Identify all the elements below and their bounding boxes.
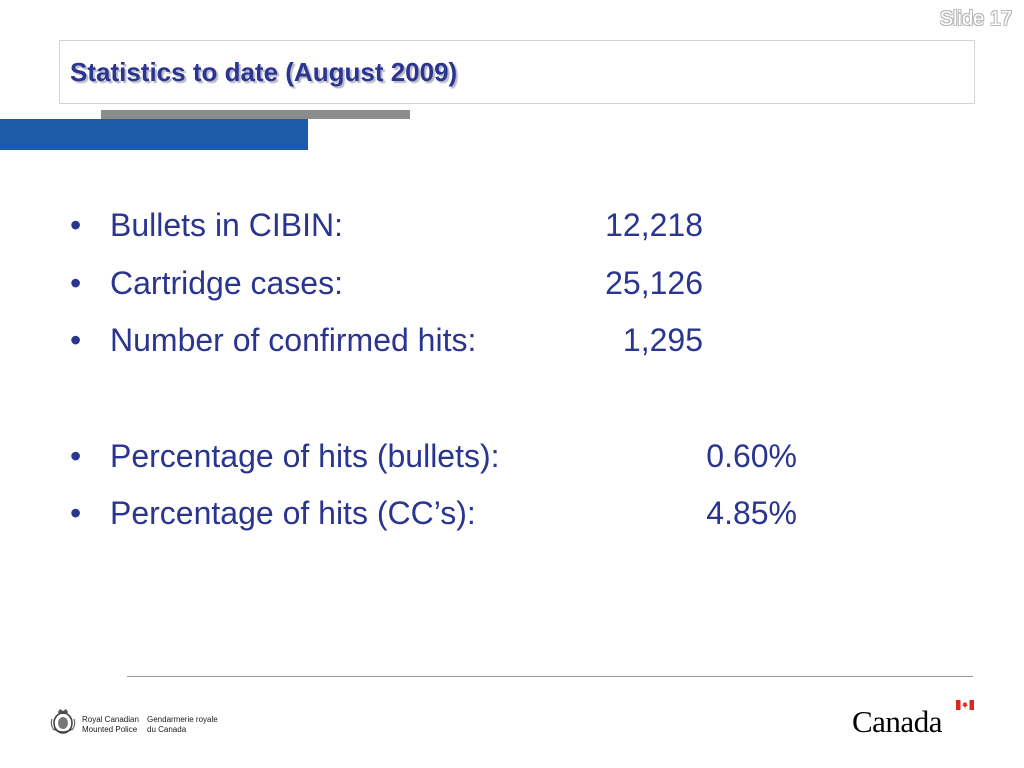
bullet-marker: • [70,495,82,531]
canada-flag-icon [956,700,974,710]
bullet-item: • Percentage of hits (CC’s): 4.85% [70,495,970,535]
slide-title: Statistics to date (August 2009) [70,57,458,87]
bullet-value: 4.85% [706,495,797,531]
slide-number: Slide 17 [939,8,1012,30]
bullet-item: • Cartridge cases: 25,126 [70,265,970,305]
bullet-marker: • [70,438,82,474]
bullet-value: 25,126 [605,265,703,301]
rcmp-name-french: Gendarmerie royale du Canada [147,715,218,735]
rcmp-name-english: Royal Canadian Mounted Police [82,715,139,735]
rcmp-fr-line: du Canada [147,725,187,734]
rcmp-signature: Royal Canadian Mounted Police Gendarmeri… [50,707,250,737]
accent-bar-gray [101,110,410,119]
bullet-label: Cartridge cases: [110,265,343,301]
bullet-marker: • [70,207,82,243]
bullet-value: 12,218 [605,207,703,243]
bullet-marker: • [70,265,82,301]
canada-wordmark: Canada [852,700,976,740]
bullet-label: Percentage of hits (CC’s): [110,495,476,531]
bullet-item: • Number of confirmed hits: 1,295 [70,322,970,362]
bullet-item: • Percentage of hits (bullets): 0.60% [70,438,970,478]
accent-bar-blue [0,119,308,150]
bullet-item: • Bullets in CIBIN: 12,218 [70,207,970,247]
title-box: Statistics to date (August 2009) [59,40,975,104]
footer-divider [127,676,973,677]
bullet-value: 0.60% [706,438,797,474]
bullet-label: Bullets in CIBIN: [110,207,343,243]
rcmp-en-line: Mounted Police [82,725,138,734]
rcmp-crest-icon [50,709,76,734]
rcmp-en-line: Royal Canadian [82,715,139,724]
canada-wordmark-text: Canada [852,704,942,739]
bullet-value: 1,295 [622,322,703,358]
bullet-label: Number of confirmed hits: [110,322,477,358]
bullet-marker: • [70,322,82,358]
bullet-label: Percentage of hits (bullets): [110,438,500,474]
rcmp-fr-line: Gendarmerie royale [147,715,218,724]
